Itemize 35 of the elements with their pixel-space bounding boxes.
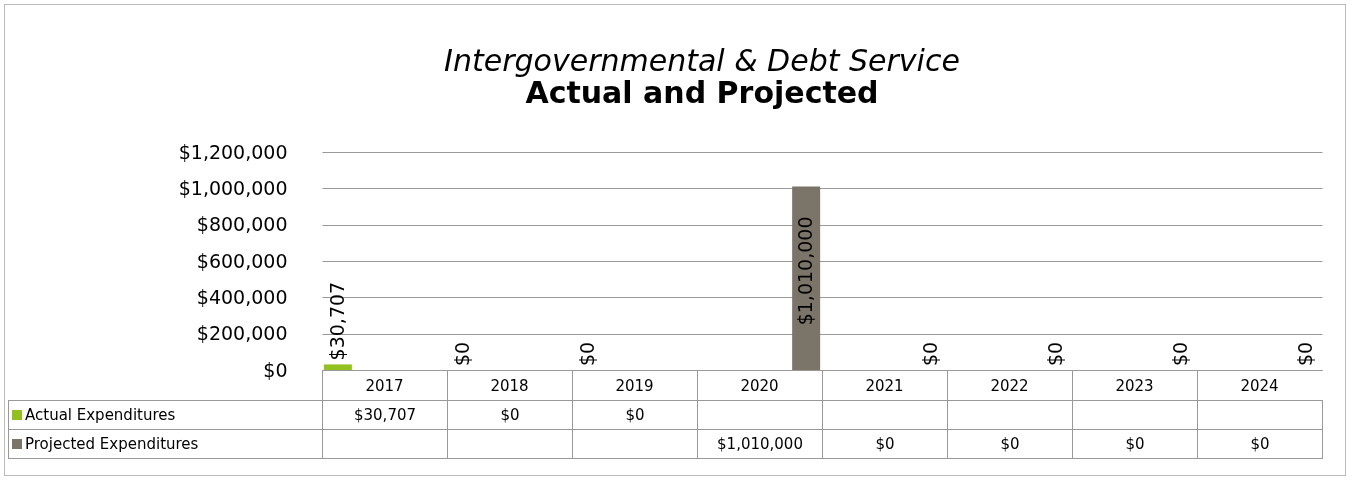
text: $30,707	[325, 281, 348, 361]
data-label: $0	[447, 400, 573, 430]
data-label: $0	[822, 429, 948, 459]
y-tick-label: $1,000,000	[178, 176, 288, 199]
x-tick-label: 2023	[1115, 376, 1154, 395]
data-label: $0	[947, 429, 1073, 459]
chart-title: Intergovernmental & Debt Service	[444, 43, 960, 78]
y-tick-label: $800,000	[196, 213, 288, 236]
x-tick-label: 2022	[990, 376, 1029, 395]
y-tick-label: $600,000	[196, 249, 288, 272]
text: $1,010,000	[794, 216, 817, 326]
x-tick-label: 2018	[490, 376, 529, 395]
x-tick-label: 2019	[615, 376, 654, 395]
text: $0	[450, 341, 473, 366]
text: $0	[1169, 341, 1192, 366]
chart-subtitle: Actual and Projected	[525, 75, 879, 110]
y-tick-label: $1,200,000	[178, 140, 288, 163]
data-label: $0	[572, 400, 698, 430]
y-tick-label: $200,000	[196, 322, 288, 345]
text: $0	[575, 341, 598, 366]
data-label: $30,707	[322, 400, 448, 430]
y-tick-label: $400,000	[196, 285, 288, 308]
text: $0	[919, 341, 942, 366]
x-tick-label: 2024	[1240, 376, 1279, 395]
legend-label: Projected Expenditures	[8, 429, 323, 459]
data-label: $0	[1072, 429, 1198, 459]
x-tick-label: 2017	[365, 376, 404, 395]
y-tick-label: $0	[263, 358, 288, 381]
text: $0	[1044, 341, 1067, 366]
x-tick-label: 2020	[740, 376, 779, 395]
data-label: $1,010,000	[697, 429, 823, 459]
x-tick-label: 2021	[865, 376, 904, 395]
text: $0	[1294, 341, 1317, 366]
data-label: $0	[1197, 429, 1323, 459]
legend-label: Actual Expenditures	[8, 400, 323, 430]
